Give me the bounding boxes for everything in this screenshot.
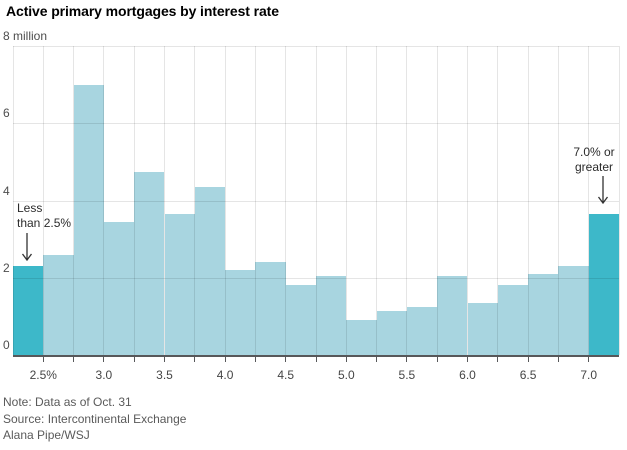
- bar: [164, 214, 195, 355]
- x-axis-tick: [254, 357, 256, 362]
- x-axis-tick: [315, 357, 317, 362]
- x-axis-tick: [406, 357, 408, 362]
- x-axis-baseline: [13, 355, 619, 357]
- x-tick-label: 5.5: [398, 368, 416, 382]
- footer-source: Source: Intercontinental Exchange: [3, 411, 187, 426]
- x-tick-label: 4.0: [216, 368, 234, 382]
- annotation-less-line2: than 2.5%: [17, 216, 72, 230]
- bar: [406, 306, 438, 355]
- v-gridline: [557, 46, 559, 355]
- x-tick-label: 3.0: [95, 368, 113, 382]
- bar: [103, 221, 135, 355]
- x-axis-tick: [376, 357, 378, 362]
- v-gridline: [164, 46, 165, 355]
- v-gridline: [315, 46, 317, 355]
- v-gridline: [376, 46, 378, 355]
- v-gridline: [345, 46, 347, 355]
- y-tick-label: 2: [3, 260, 10, 275]
- down-arrow-icon: [597, 176, 609, 205]
- x-tick-label: 5.0: [337, 368, 355, 382]
- y-axis-top-label: 8 million: [3, 29, 48, 43]
- x-tick-label: 6.5: [519, 368, 537, 382]
- x-axis-tick: [73, 357, 75, 362]
- x-axis-tick: [285, 357, 287, 362]
- v-gridline: [588, 46, 590, 355]
- x-axis-tick: [345, 357, 347, 362]
- x-axis-tick: [527, 357, 529, 362]
- h-gridline: [13, 123, 619, 125]
- v-gridline: [194, 46, 196, 355]
- x-axis-tick: [103, 357, 105, 362]
- x-tick-label: 3.5: [156, 368, 173, 382]
- v-gridline: [618, 46, 620, 355]
- bar: [497, 285, 529, 355]
- v-gridline: [254, 46, 256, 355]
- bar: [467, 302, 498, 355]
- bar: [558, 266, 589, 355]
- x-axis-tick: [467, 357, 468, 362]
- y-tick-label: 0: [3, 338, 10, 352]
- y-tick-label: 4: [3, 183, 10, 198]
- h-gridline: [13, 277, 619, 279]
- bar-highlighted: [588, 214, 619, 355]
- bar-highlighted: [13, 266, 44, 355]
- x-axis-tick: [133, 357, 135, 362]
- x-axis-tick: [557, 357, 559, 362]
- annotation-greater-line1: 7.0% or: [573, 145, 615, 159]
- bar: [134, 171, 165, 355]
- x-axis-tick: [497, 357, 499, 362]
- x-axis-tick: [436, 357, 438, 362]
- bar: [346, 320, 377, 355]
- v-gridline: [224, 46, 226, 355]
- y-tick-label: 6: [3, 106, 10, 121]
- annotation-less-than-2.5: Less than 2.5%: [17, 201, 71, 231]
- annotation-7.0-or-greater: 7.0% or greater: [557, 145, 627, 175]
- h-gridline: [13, 200, 619, 202]
- annotation-less-line1: Less: [17, 201, 43, 215]
- x-tick-label: 2.5%: [29, 368, 57, 382]
- v-gridline: [73, 46, 75, 355]
- bar: [43, 254, 74, 355]
- x-tick-label: 4.5: [277, 368, 295, 382]
- footer-credit: Alana Pipe/WSJ: [3, 428, 90, 442]
- v-gridline: [467, 46, 468, 355]
- bar: [437, 275, 468, 355]
- v-gridline: [103, 46, 105, 355]
- x-axis-tick: [588, 357, 590, 362]
- bar: [73, 84, 104, 355]
- v-gridline: [406, 46, 408, 355]
- down-arrow-icon: [21, 233, 33, 262]
- x-axis-tick: [194, 357, 196, 362]
- v-gridline: [285, 46, 287, 355]
- bar: [255, 262, 286, 355]
- chart-title: Active primary mortgages by interest rat…: [6, 3, 279, 19]
- annotation-greater-line2: greater: [574, 160, 614, 174]
- bar: [194, 186, 226, 355]
- x-tick-label: 6.0: [459, 368, 476, 382]
- x-axis-tick: [164, 357, 165, 362]
- bar: [225, 270, 256, 355]
- bar: [376, 310, 407, 355]
- v-gridline: [436, 46, 438, 355]
- bar: [528, 273, 559, 355]
- x-tick-label: 7.0: [580, 368, 598, 382]
- chart-footer: Note: Data as of Oct. 31 Source: Interco…: [3, 394, 186, 444]
- h-gridline: [13, 46, 619, 47]
- v-gridline: [527, 46, 529, 355]
- v-gridline: [133, 46, 135, 355]
- x-axis-tick: [42, 357, 44, 362]
- bar: [285, 285, 316, 355]
- v-gridline: [12, 46, 14, 355]
- v-gridline: [497, 46, 499, 355]
- v-gridline: [42, 46, 44, 355]
- footer-note: Note: Data as of Oct. 31: [3, 395, 132, 409]
- bar: [316, 275, 347, 355]
- x-axis-tick: [224, 357, 226, 362]
